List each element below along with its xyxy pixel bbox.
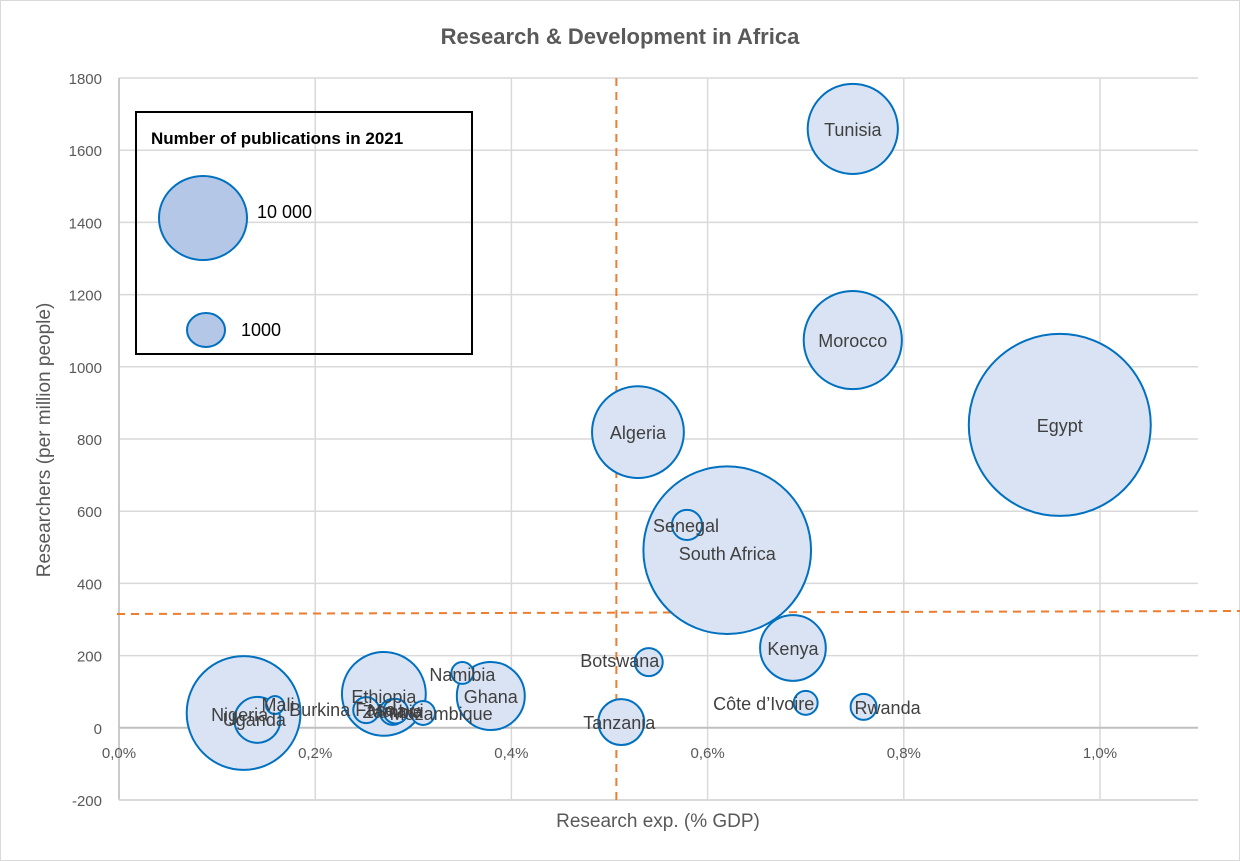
bubble-label-algeria: Algeria [610,423,667,443]
bubble-label-senegal: Senegal [653,516,719,536]
bubble-egypt [967,332,1152,517]
bubble-mozambique [410,700,437,726]
y-tick-label: 1200 [69,288,102,305]
bubble-label-morocco: Morocco [818,331,887,351]
x-tick-label: 0,2% [298,745,332,762]
bubble-rwanda [849,692,878,721]
y-tick-label: 400 [77,576,102,593]
bubble-label-ghana: Ghana [464,687,519,707]
bubble-label-tanzania: Tanzania [583,713,656,733]
y-tick-label: 600 [77,504,102,521]
bubble-label-c-te-d-ivoire: Côte d’Ivoire [713,694,814,714]
bubble-malawi [382,697,409,725]
y-tick-label: 800 [77,432,102,449]
bubble-label-zambia: Zambia [363,702,424,722]
y-tick-label: 1400 [69,215,102,232]
bubble-labels: Egypt South Africa Nigeria Morocco Algeria Tu… [211,120,1083,733]
bubble-south-africa [642,465,813,636]
y-tick-label: 1000 [69,360,102,377]
bubble-label-south-africa: South Africa [679,544,777,564]
y-tick-label: 200 [77,649,102,666]
legend-label-large: 10 000 [257,202,312,222]
bubble-namibia [450,660,475,685]
legend-bubble-large [158,175,248,261]
size-legend: Number of publications in 2021 10 000 10… [135,111,473,355]
y-axis-title: Researchers (per million people) [34,303,55,578]
bubble-label-ethiopia: Ethiopia [351,687,417,707]
y-tick-label: 1600 [69,143,102,160]
legend-box [135,111,473,355]
bubble-label-tunisia: Tunisia [824,120,882,140]
legend-label-small: 1000 [241,320,281,340]
legend-bubble-small [186,312,226,348]
bubble-label-kenya: Kenya [767,639,819,659]
bubble-tunisia [806,82,899,175]
bubble-label-botswana: Botswana [580,651,660,671]
bubble-label-egypt: Egypt [1037,416,1083,436]
bubble-senegal [670,508,704,541]
x-axis-title: Research exp. (% GDP) [556,811,760,832]
bubble-botswana [633,647,664,678]
x-tick-label: 0,0% [102,745,136,762]
bubble-ghana [455,661,526,732]
x-axis-ticks: 0,0% 0,2% 0,4% 0,6% 0,8% 1,0% [102,745,1117,762]
chart-title: Research & Development in Africa [441,24,800,49]
bubble-label-malawi: Malawi [368,701,424,721]
legend-title: Number of publications in 2021 [151,129,403,148]
bubble-label-nigeria: Nigeria [211,705,269,725]
bubble-kenya [759,614,827,682]
y-axis-ticks: -200 0 200 400 600 800 1000 1200 1400 1600 1800 [69,71,102,810]
x-tick-label: 0,6% [690,745,724,762]
y-tick-label: 0 [94,721,102,738]
x-tick-label: 0,4% [494,745,528,762]
bubble-c-te-d-ivoire [792,689,819,716]
x-tick-label: 1,0% [1083,745,1117,762]
bubble-label-rwanda: Rwanda [855,698,922,718]
bubble-tanzania [597,698,646,746]
bubble-label-namibia: Namibia [429,665,496,685]
bubbles [185,82,1152,771]
bubble-label-uganda: Uganda [223,710,287,730]
bubble-morocco [802,290,903,391]
bubble-mali [265,695,285,716]
bubble-label-burkina-faso: Burkina Faso [289,700,395,720]
y-tick-label: -200 [72,793,102,810]
bubble-label-mozambique: Mozambique [390,704,493,724]
bubble-algeria [591,385,685,480]
y-tick-label: 1800 [69,71,102,88]
bubble-label-mali: Mali [261,695,294,715]
x-tick-label: 0,8% [887,745,921,762]
